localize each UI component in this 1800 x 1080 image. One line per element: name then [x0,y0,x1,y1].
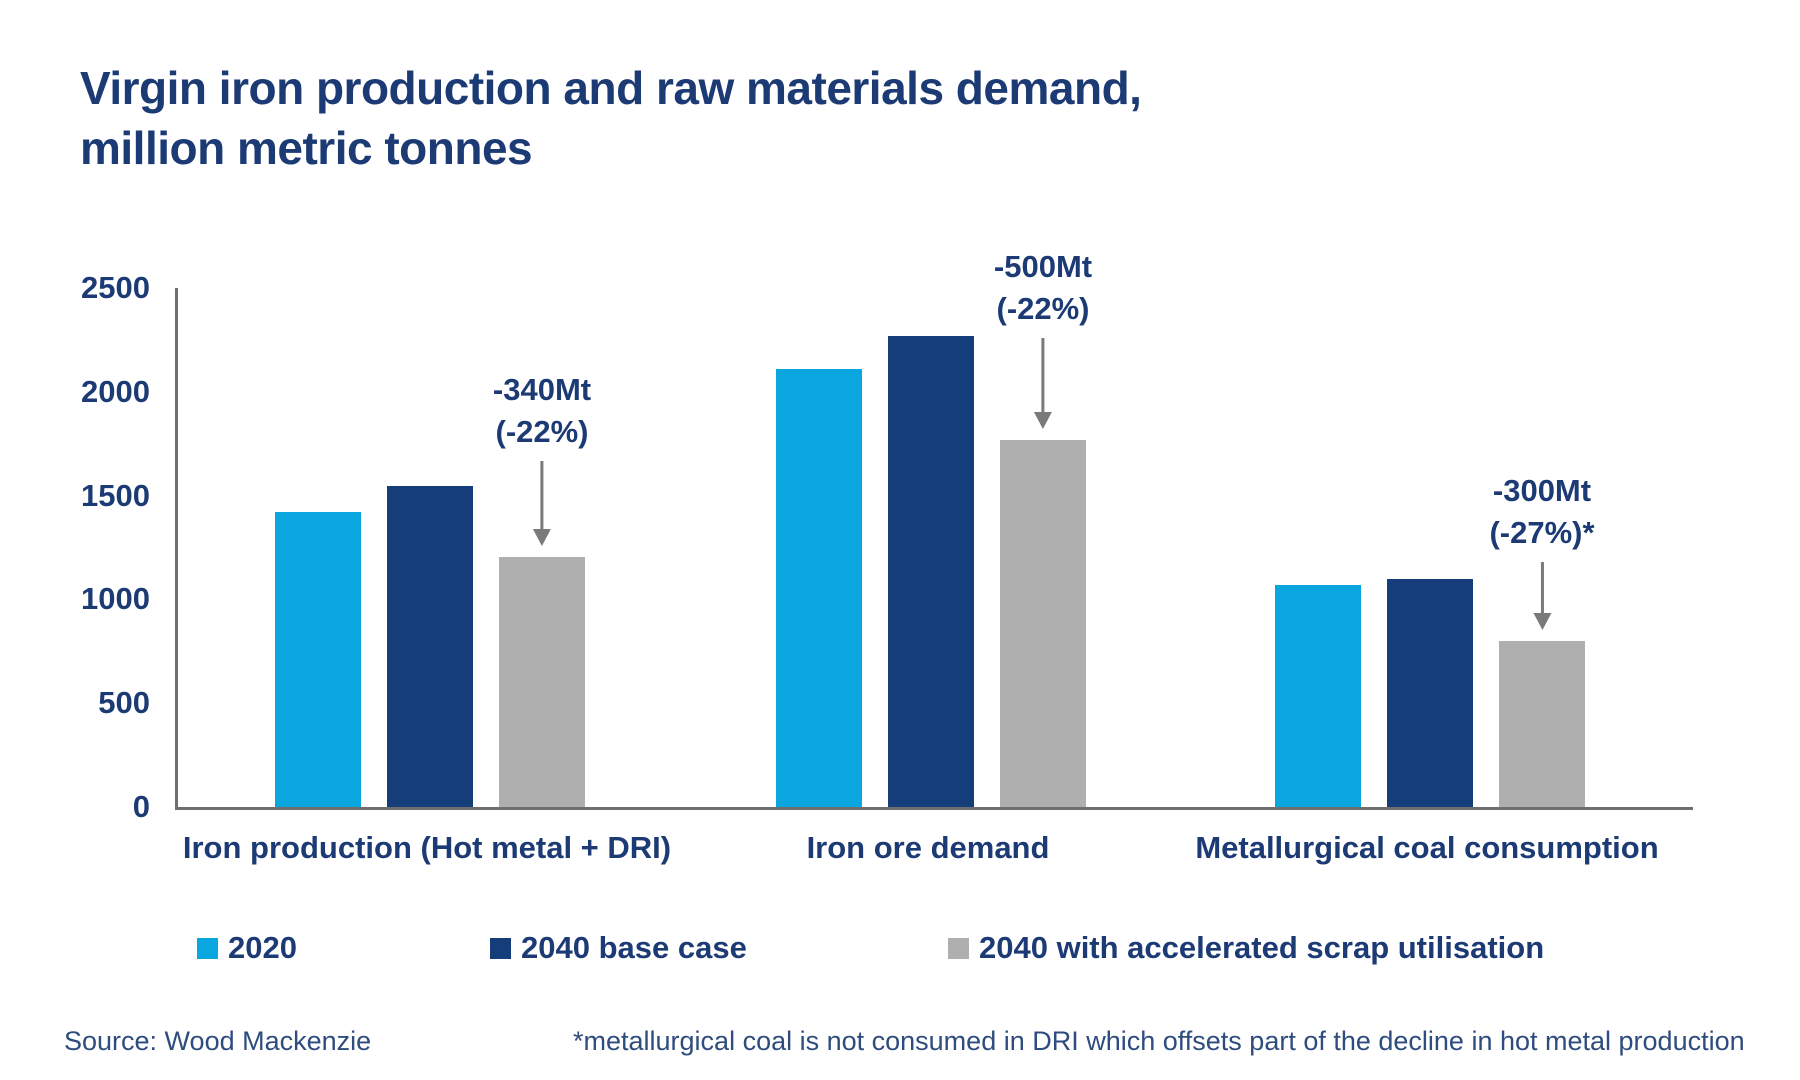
bar-series-0-group-1 [776,369,862,807]
bar-series-1-group-1 [888,336,974,807]
x-label-1: Iron ore demand [806,830,1050,865]
legend-label-1: 2040 base case [521,930,747,965]
chart-title: Virgin iron production and raw materials… [80,58,1142,178]
annotation-2: -300Mt (-27%)* [1489,470,1595,630]
down-arrow-icon [1033,337,1052,429]
annotation-0-percent: (-22%) [495,413,589,449]
footnote-text: *metallurgical coal is not consumed in D… [573,1026,1745,1056]
y-tick-1500: 1500 [81,477,150,513]
legend-swatch-icon [948,937,969,959]
bar-series-0-group-2 [1275,585,1361,807]
y-tick-2500: 2500 [81,270,150,305]
legend-swatch-icon [490,937,511,959]
legend-label-2: 2040 with accelerated scrap utilisation [979,930,1545,965]
annotation-1-delta: -500Mt [993,248,1093,284]
chart-title-line2: million metric tonnes [80,122,533,174]
y-tick-500: 500 [98,685,150,721]
source-text: Source: Wood Mackenzie [64,1026,372,1056]
legend-item-0: 2020 [197,930,297,966]
bar-series-1-group-2 [1387,579,1473,807]
x-label-0: Iron production (Hot metal + DRI) [182,830,672,865]
y-tick-2000: 2000 [81,373,150,409]
bar-series-2-group-0 [499,557,585,807]
bar-series-1-group-0 [387,486,473,807]
annotation-2-delta: -300Mt [1492,472,1592,508]
bar-series-2-group-2 [1499,641,1585,807]
y-axis: 0 500 1000 1500 2000 2500 [30,270,150,824]
legend-swatch-icon [197,937,218,959]
annotation-2-percent: (-27%)* [1489,514,1595,550]
bar-series-2-group-1 [1000,440,1086,807]
annotation-0: -340Mt (-22%) [493,369,591,546]
annotation-0-delta: -340Mt [492,371,592,407]
plot-area: -340Mt (-22%) -500Mt (-22%) -300Mt (-27%)* [175,249,1693,810]
x-label-2: Metallurgical coal consumption [1195,830,1659,865]
legend: 2020 2040 base case 2040 with accelerated … [0,930,1800,974]
chart-title-line1: Virgin iron production and raw materials… [80,62,1142,114]
down-arrow-icon [532,460,551,546]
legend-label-0: 2020 [228,930,297,965]
legend-item-2: 2040 with accelerated scrap utilisation [948,930,1544,966]
down-arrow-icon [1533,561,1551,630]
y-tick-1000: 1000 [81,581,150,617]
x-axis: Iron production (Hot metal + DRI) Iron or… [175,830,1690,874]
bar-series-0-group-0 [275,512,361,807]
legend-item-1: 2040 base case [490,930,747,966]
y-tick-0: 0 [132,789,150,824]
annotation-1: -500Mt (-22%) [994,246,1092,429]
annotation-1-percent: (-22%) [996,290,1090,326]
